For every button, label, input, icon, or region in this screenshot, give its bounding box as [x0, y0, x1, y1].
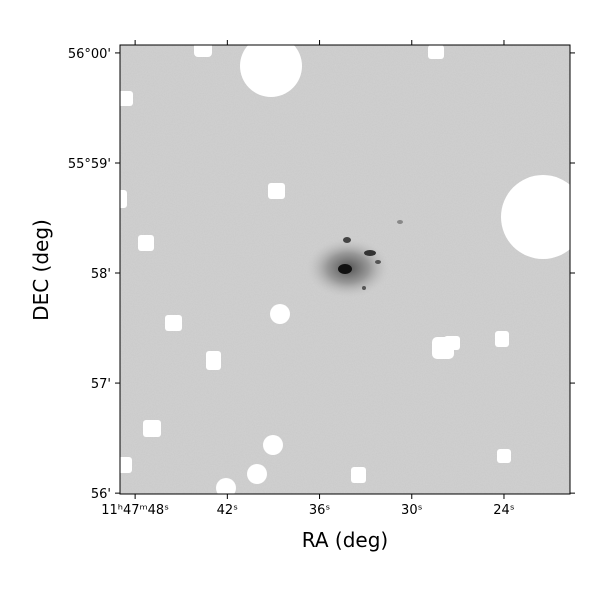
masks: [120, 45, 570, 494]
y-tick-label: 56': [91, 487, 111, 502]
x-tick-label: 11ʰ47ᵐ48ˢ: [101, 503, 169, 518]
x-tick-label: 36ˢ: [309, 503, 331, 518]
x-tick-label: 30ˢ: [401, 503, 423, 518]
y-axis-label: DEC (deg): [29, 219, 53, 321]
x-axis-label: RA (deg): [302, 528, 388, 552]
sky-image: [120, 45, 570, 494]
y-tick-label: 58': [91, 267, 111, 282]
x-tick-label: 42ˢ: [217, 503, 239, 518]
y-tick-label: 57': [91, 377, 111, 392]
y-tick-label: 56°00': [68, 47, 111, 62]
x-tick-label: 24ˢ: [493, 503, 515, 518]
y-tick-label: 55°59': [68, 157, 111, 172]
plot-frame: [119, 44, 571, 495]
